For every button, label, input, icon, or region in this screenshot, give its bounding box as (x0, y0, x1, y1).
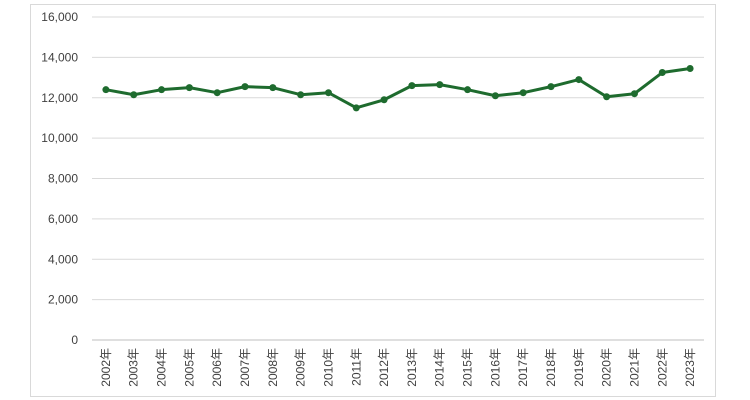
data-point (324, 89, 332, 97)
x-tick-label: 2007年 (238, 348, 252, 387)
data-point (630, 90, 638, 98)
data-point (130, 91, 138, 99)
x-axis-tick-labels: 2002年 2003年 2004年 2005年 2006年 2007年 2008年 2009年… (99, 348, 697, 387)
chart-frame (30, 4, 716, 397)
data-point (658, 69, 666, 77)
y-tick-label: 0 (71, 333, 78, 347)
gridlines (92, 16, 704, 341)
y-tick-label: 4,000 (48, 252, 78, 266)
data-point (380, 96, 388, 104)
x-tick-label: 2010年 (321, 348, 335, 387)
data-point (575, 76, 583, 84)
y-tick-label: 16,000 (41, 10, 78, 24)
x-tick-label: 2016年 (488, 348, 502, 387)
x-tick-label: 2014年 (433, 348, 447, 387)
x-tick-label: 2011年 (349, 348, 363, 386)
data-point (436, 81, 444, 89)
x-tick-label: 2022年 (655, 348, 669, 387)
data-points (102, 64, 694, 112)
data-point (464, 86, 472, 94)
x-tick-label: 2021年 (627, 348, 641, 387)
x-tick-label: 2020年 (600, 348, 614, 387)
x-tick-label: 2008年 (266, 348, 280, 387)
x-tick-label: 2017年 (516, 348, 530, 387)
x-tick-label: 2009年 (294, 348, 308, 387)
data-point (547, 83, 555, 91)
x-tick-label: 2003年 (127, 348, 141, 387)
y-tick-label: 2,000 (48, 293, 78, 307)
data-point (185, 84, 193, 92)
data-point (352, 104, 360, 112)
y-tick-label: 6,000 (48, 212, 78, 226)
x-tick-label: 2002年 (99, 348, 113, 387)
data-point (158, 86, 166, 94)
data-point (603, 93, 611, 101)
y-tick-label: 10,000 (41, 131, 78, 145)
data-point (408, 82, 416, 90)
data-point (102, 86, 110, 94)
x-tick-label: 2015年 (461, 348, 475, 387)
x-tick-label: 2012年 (377, 348, 391, 387)
data-point (686, 64, 694, 72)
x-tick-label: 2005年 (182, 348, 196, 387)
series-line (104, 66, 692, 110)
y-axis-tick-labels: 0 2,000 4,000 6,000 8,000 10,000 12,000 14,000 1… (41, 10, 78, 347)
x-tick-label: 2013年 (405, 348, 419, 387)
data-point (491, 92, 499, 100)
x-tick-label: 2004年 (155, 348, 169, 387)
x-tick-label: 2018年 (544, 348, 558, 387)
x-tick-label: 2023年 (683, 348, 697, 387)
x-tick-label: 2006年 (210, 348, 224, 387)
data-point (213, 89, 221, 97)
y-tick-label: 12,000 (41, 91, 78, 105)
data-point (269, 84, 277, 92)
data-point (519, 89, 527, 97)
data-point (297, 91, 305, 99)
y-tick-label: 8,000 (48, 172, 78, 186)
y-tick-label: 14,000 (41, 50, 78, 64)
data-point (241, 83, 249, 91)
x-tick-label: 2019年 (572, 348, 586, 387)
